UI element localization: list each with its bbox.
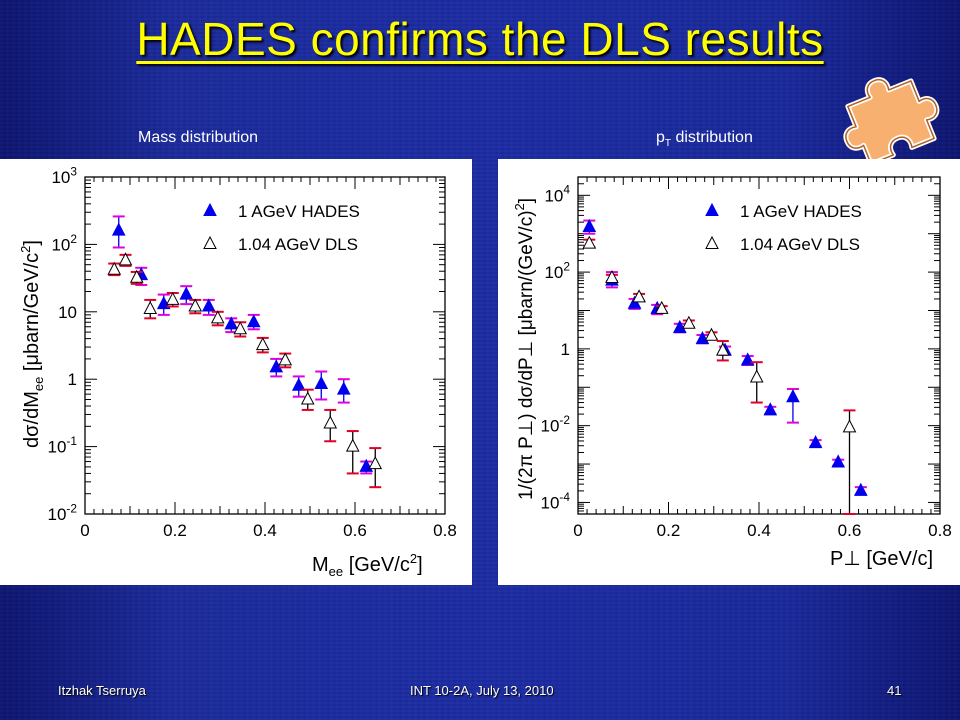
puzzle-piece-icon [843,77,940,160]
x-tick-label: 0 [573,521,582,540]
pt-chart-panel: 0 0.2 0.4 0.6 0.8 10-4 10-2 1 102 104 1 AGeV HADES… [498,159,960,585]
y-axis-label: 1/(2π P⊥) dσ/dP⊥ [μbarn/(GeV/c)2] [512,198,537,500]
hades-point [582,218,597,232]
dls-point [323,415,338,429]
mass-distribution-chart: 0 0.2 0.4 0.6 0.8 10-2 10-1 1 10 102 103 1 AGeV HAD… [18,164,457,579]
caption-rest: distribution [671,129,753,146]
x-axis-label: Mee [GeV/c2] [312,551,423,579]
hades-point [291,377,306,391]
dls-point [118,252,133,266]
footer-event: INT 10-2A, July 13, 2010 [410,683,554,698]
y-tick-label: 1 [68,370,77,389]
footer-author: Itzhak Tserruya [58,683,146,698]
hades-point [179,286,194,300]
left-chart-caption: Mass distribution [138,129,259,146]
dls-point [300,391,315,405]
hades-point [314,375,329,389]
legend-hades-marker [203,202,217,216]
hades-point [740,352,755,366]
legend-dls-marker [203,235,217,249]
y-tick-label: 103 [51,164,77,187]
x-axis-label: P⊥ [GeV/c] [830,548,933,570]
pt-distribution-chart: 0 0.2 0.4 0.6 0.8 10-4 10-2 1 102 104 1 AGeV HADES… [512,176,952,570]
y-tick-label: 10-2 [541,413,571,436]
hades-point [831,454,846,468]
hades-point [246,314,261,328]
hades-point [111,222,126,236]
y-tick-label: 102 [544,259,570,282]
dls-point [107,261,122,275]
dls-point [255,337,270,351]
mass-chart-panel: 0 0.2 0.4 0.6 0.8 10-2 10-1 1 10 102 103 1 AGeV HAD… [0,159,472,585]
y-tick-label: 10-2 [48,501,78,524]
dls-point [654,300,669,314]
legend-dls-marker [705,235,719,249]
y-tick-label: 104 [544,183,570,206]
y-axis-label: dσ/dMee [μbarn/GeV/c2] [18,240,46,448]
dls-point [582,235,597,249]
dls-point [715,342,730,356]
legend-label: 1.04 AGeV DLS [238,235,358,254]
hades-point [763,402,778,416]
dls-point [278,352,293,366]
dls-point [632,289,646,303]
hades-point [672,319,687,333]
caption-t: T [664,138,672,150]
x-tick-label: 0 [80,521,89,540]
x-tick-label: 0.4 [253,521,277,540]
hades-point [201,298,216,312]
x-tick-label: 0.2 [163,521,187,540]
legend-label: 1 AGeV HADES [238,202,360,221]
caption-p: p [656,129,665,146]
dls-point [210,310,225,324]
plot-frame [577,176,941,515]
y-tick-label: 102 [51,232,77,255]
x-tick-label: 0.8 [928,521,952,540]
x-tick-label: 0.6 [343,521,367,540]
dls-point [345,438,360,452]
legend-hades-marker [705,202,719,216]
y-tick-label: 10-4 [541,490,571,513]
hades-point [336,381,351,395]
dls-point [682,315,696,329]
dls-point [368,456,383,470]
dls-point [143,300,158,315]
footer-page-number: 41 [887,683,902,698]
y-tick-label: 10-1 [48,434,78,457]
x-tick-label: 0.8 [433,521,457,540]
dls-point [188,298,203,312]
legend-label: 1.04 AGeV DLS [740,235,860,254]
dls-point [605,269,619,284]
hades-point [627,295,642,309]
x-tick-label: 0.2 [657,521,681,540]
x-tick-label: 0.6 [838,521,862,540]
legend-label: 1 AGeV HADES [740,202,862,221]
hades-point [808,435,823,449]
hades-point [853,482,868,496]
right-chart-caption: pT distribution [656,129,753,149]
dls-point [749,369,764,383]
slide-title: HADES confirms the DLS results [136,13,824,65]
y-tick-label: 10 [58,303,77,322]
dls-point [704,327,719,341]
dls-point [129,269,144,283]
dls-point [842,419,857,433]
hades-point [786,389,800,403]
dls-point [233,321,248,335]
dls-point [165,291,180,305]
y-tick-label: 1 [561,340,570,359]
x-tick-label: 0.4 [747,521,771,540]
hades-point [269,359,284,373]
